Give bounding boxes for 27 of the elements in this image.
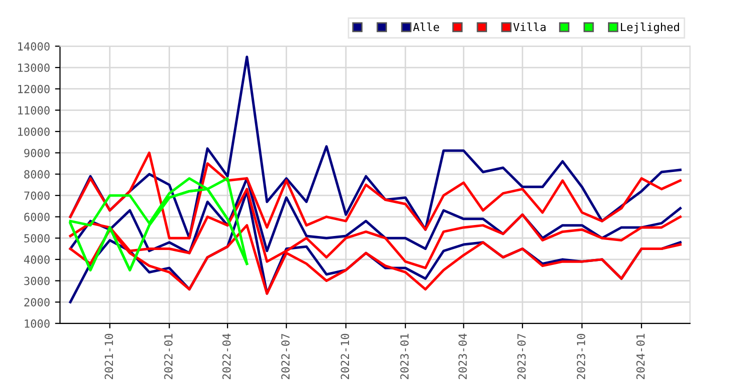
y-tick-label: 7000: [24, 191, 50, 200]
x-tick-label: 2023-04: [458, 334, 467, 380]
x-tick-label: 2023-01: [400, 334, 409, 380]
x-tick-label: 2023-07: [517, 334, 526, 380]
y-tick-label: 10000: [18, 127, 50, 136]
y-tick-label: 3000: [24, 276, 50, 286]
x-tick-label: 2024-01: [636, 334, 645, 380]
y-tick-label: 13000: [18, 64, 50, 72]
y-tick-label: 2000: [24, 298, 50, 306]
x-tick-label: 2022-04: [222, 334, 231, 380]
y-tick-label: 9000: [24, 148, 50, 158]
x-tick-label: 2021-10: [104, 334, 114, 380]
y-tick-label: 14000: [18, 42, 50, 51]
legend-label: Alle: [413, 22, 440, 32]
y-tick-label: 12000: [18, 84, 50, 94]
x-tick-label: 2022-01: [164, 334, 173, 380]
y-tick-label: 6000: [24, 212, 50, 222]
x-tick-label: 2023-10: [576, 334, 586, 380]
x-tick-label: 2022-07: [281, 334, 290, 380]
y-tick-label: 4000: [24, 255, 50, 264]
y-tick-label: 8000: [24, 170, 50, 179]
x-tick-label: 2022-10: [340, 334, 350, 380]
legend-label: Villa: [513, 22, 546, 32]
y-tick-label: 5000: [24, 234, 50, 243]
y-tick-label: 1000: [24, 319, 50, 328]
legend-label: Lejlighed: [620, 22, 679, 34]
y-tick-label: 11000: [18, 106, 50, 115]
